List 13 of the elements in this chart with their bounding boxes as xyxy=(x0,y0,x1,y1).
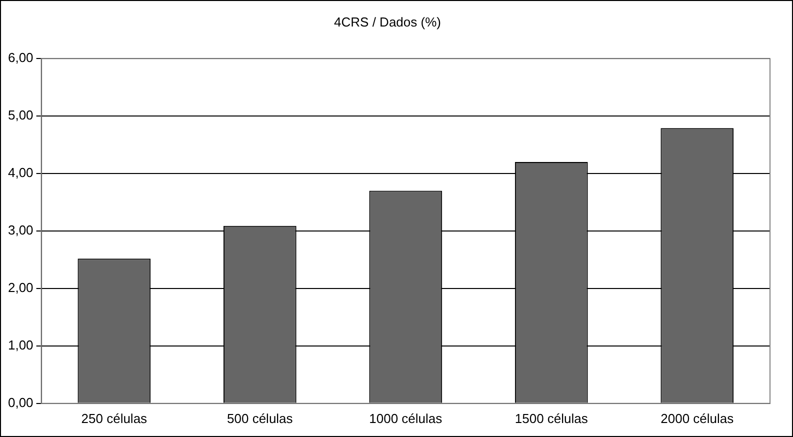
y-tick-label: 2,00 xyxy=(8,280,34,296)
x-tick-label: 2000 células xyxy=(660,410,734,426)
x-tick-label: 1500 células xyxy=(514,410,588,426)
y-tick-label: 4,00 xyxy=(8,165,34,180)
x-tick-label: 500 células xyxy=(227,410,294,426)
y-tick-label: 1,00 xyxy=(8,338,34,353)
y-tick-label: 3,00 xyxy=(8,222,34,238)
y-tick-label: 0,00 xyxy=(8,394,34,410)
chart-title: 4CRS / Dados (%) xyxy=(334,14,441,30)
x-tick-label: 1000 células xyxy=(369,410,443,426)
y-tick-label: 6,00 xyxy=(8,50,34,66)
y-tick-label: 5,00 xyxy=(8,108,34,123)
x-tick-label: 250 células xyxy=(81,410,148,426)
